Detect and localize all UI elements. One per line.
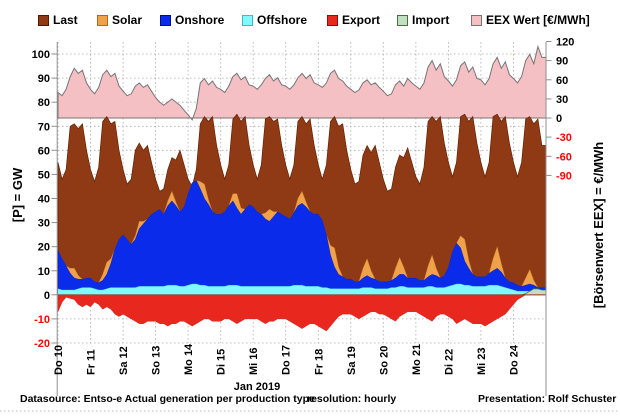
y-axis-tick-label: 60 [38, 145, 50, 157]
legend-label: Import [412, 13, 450, 27]
y-axis-tick-label: -10 [34, 314, 50, 326]
legend-item-solar: Solar [97, 13, 142, 27]
legend-label: Solar [112, 13, 143, 27]
x-axis-tick-label: Sa 12 [118, 346, 130, 375]
x-axis-tick-label: Mi 23 [476, 347, 488, 375]
export-swatch-icon [327, 14, 338, 26]
x-axis-tick-label: So 20 [378, 346, 390, 375]
legend-label: EEX Wert [€/MWh] [486, 13, 590, 27]
legend-item-onshore: Onshore [160, 13, 224, 27]
area-offshore [57, 283, 547, 295]
y-axis-tick-label: 90 [38, 73, 50, 85]
x-axis-tick-label: Mo 21 [411, 344, 423, 375]
datasource-note: Datasource: Entso-e Actual generation pe… [20, 393, 315, 405]
y-axis-tick-label: -20 [34, 338, 50, 350]
last-swatch-icon [38, 14, 49, 26]
right-axis-title: [Börsenwert EEX] = €/MWh [591, 141, 606, 309]
import-swatch-icon [397, 14, 408, 26]
legend-item-import: Import [397, 13, 449, 27]
x-axis-tick-label: Mo 14 [183, 343, 195, 375]
legend-label: Offshore [257, 13, 308, 27]
legend-label: Onshore [175, 13, 225, 27]
area-export [57, 294, 546, 332]
x-axis-tick-label: Fr 11 [86, 349, 98, 375]
right-axis-tick-label: 90 [556, 56, 568, 68]
y-axis-tick-label: 40 [38, 194, 50, 206]
right-axis-tick-label: -90 [556, 170, 572, 182]
y-axis-tick-label: 20 [38, 242, 50, 254]
right-axis-tick-label: -30 [556, 132, 572, 144]
area-eex-wert [57, 44, 547, 121]
legend-label: Export [342, 13, 381, 27]
legend-item-offshore: Offshore [242, 13, 307, 27]
x-axis-tick-label: Do 17 [281, 345, 293, 375]
onshore-swatch-icon [160, 14, 171, 26]
solar-swatch-icon [97, 14, 108, 26]
y-axis-tick-label: 30 [38, 218, 50, 230]
area-onshore [57, 180, 547, 295]
right-axis-tick-label: 60 [556, 75, 568, 87]
y-axis-tick-label: 50 [38, 169, 50, 181]
y-axis-tick-label: 10 [38, 266, 50, 278]
x-axis-tick-label: Mi 16 [248, 347, 260, 375]
presentation-note: Presentation: Rolf Schuster [478, 393, 617, 405]
legend-item-eex: EEX Wert [€/MWh] [471, 13, 590, 27]
x-axis-tick-label: Sa 19 [346, 346, 358, 375]
legend-item-last: Last [38, 13, 78, 27]
x-axis-tick-label: Do 24 [509, 344, 521, 375]
right-axis-tick-label: 0 [556, 113, 562, 125]
eex-swatch-icon [471, 14, 482, 26]
legend-label: Last [53, 13, 78, 27]
left-axis-title: [P] = GW [10, 167, 25, 223]
resolution-note: resolution: hourly [307, 393, 397, 405]
x-axis-tick-label: So 13 [151, 346, 163, 375]
x-axis-caption: Jan 2019 [233, 381, 281, 393]
y-axis-tick-label: 70 [38, 121, 50, 133]
legend-item-export: Export [327, 13, 380, 27]
offshore-swatch-icon [242, 14, 253, 26]
x-axis-tick-label: Di 15 [216, 349, 228, 375]
x-axis-tick-label: Do 10 [53, 345, 65, 375]
right-axis-tick-label: 30 [556, 94, 568, 106]
x-axis-tick-label: Di 22 [443, 349, 455, 375]
x-axis-tick-label: Fr 18 [313, 349, 325, 375]
right-axis-tick-label: 120 [556, 37, 574, 49]
y-axis-tick-label: 80 [38, 97, 50, 109]
right-axis-tick-label: -60 [556, 151, 572, 163]
y-axis-tick-label: 0 [44, 290, 50, 302]
y-axis-tick-label: 100 [32, 49, 50, 61]
